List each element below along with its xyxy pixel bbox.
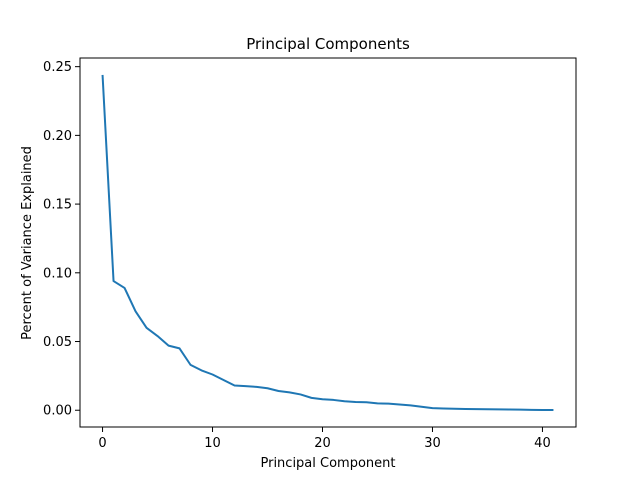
x-axis-label: Principal Component — [260, 456, 395, 471]
axes-frame — [79, 57, 577, 428]
chart-title: Principal Components — [246, 35, 410, 53]
y-tick-label: 0.10 — [43, 266, 72, 281]
y-axis-label: Percent of Variance Explained — [20, 146, 35, 340]
x-tick-label: 30 — [424, 436, 441, 451]
x-tick-label: 10 — [204, 436, 221, 451]
y-tick-label: 0.05 — [43, 335, 72, 350]
y-tick-label: 0.00 — [43, 404, 72, 419]
plot-area — [101, 74, 554, 411]
x-tick-label: 40 — [534, 436, 551, 451]
x-tick-label: 0 — [98, 436, 106, 451]
y-tick-label: 0.15 — [43, 198, 72, 213]
x-tick-label: 20 — [314, 436, 331, 451]
y-tick-label: 0.25 — [43, 60, 72, 75]
series-line-0 — [101, 74, 554, 411]
y-tick-label: 0.20 — [43, 129, 72, 144]
axes: 0 10 20 30 40 0.00 0.05 0.10 0.15 0.20 0.25 — [43, 57, 577, 451]
